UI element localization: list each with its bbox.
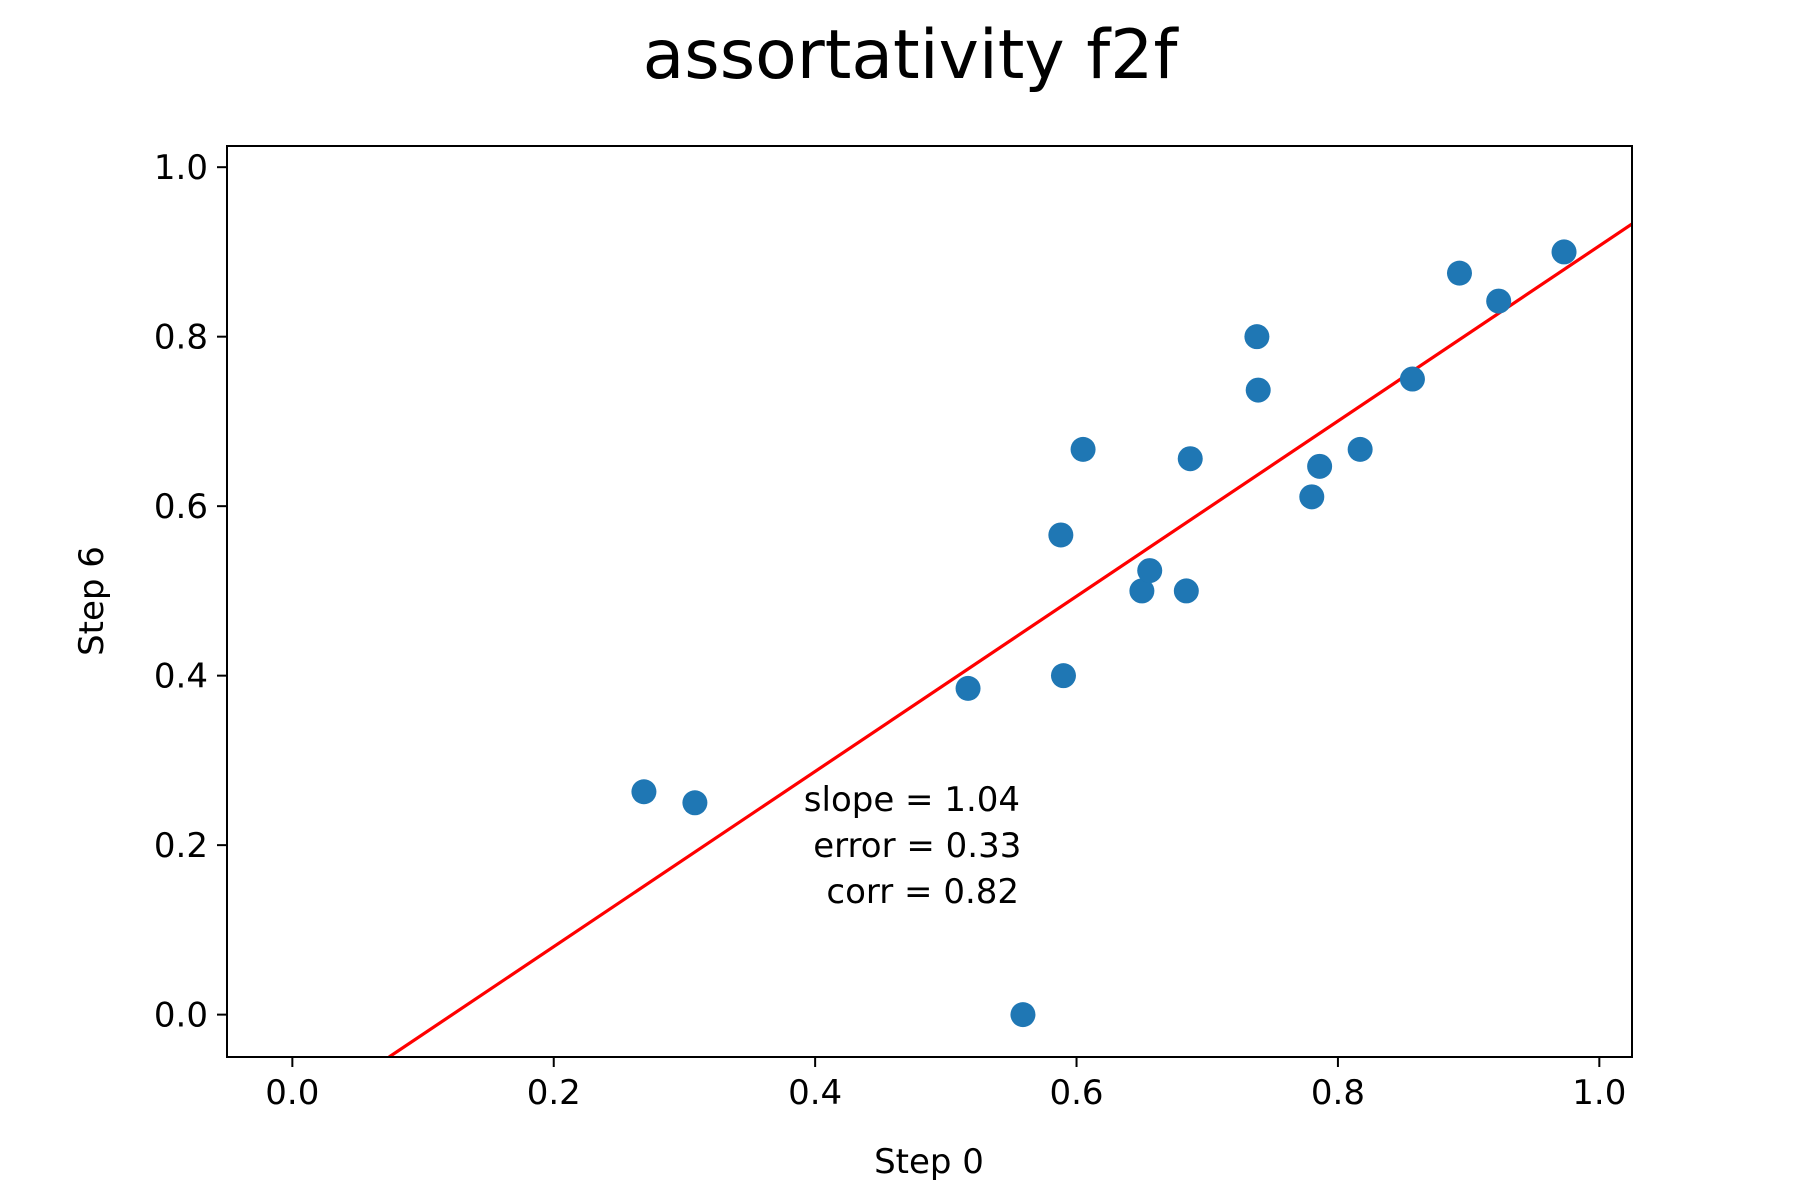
scatter-point <box>1299 484 1325 510</box>
chart-title: assortativity f2f <box>643 16 1180 95</box>
stats-annotation: slope = 1.04 error = 0.33 corr = 0.82 <box>0 0 1097 912</box>
scatter-point <box>1050 663 1076 689</box>
x-axis-ticks: 0.0 0.2 0.4 0.6 0.8 1.0 <box>265 1057 1626 1113</box>
plot-area <box>388 222 1632 1057</box>
scatter-point <box>1347 436 1373 462</box>
y-tick-label: 0.6 <box>154 487 208 527</box>
scatter-point <box>1048 522 1074 548</box>
scatter-point <box>682 790 708 816</box>
y-tick-label: 1.0 <box>154 148 208 188</box>
plot-frame <box>226 145 1633 1058</box>
scatter-point <box>1137 558 1163 584</box>
x-tick-label: 0.2 <box>527 1073 581 1113</box>
scatter-point <box>1245 377 1271 403</box>
scatter-point <box>1177 446 1203 472</box>
y-tick-label: 0.2 <box>154 826 208 866</box>
scatter-point <box>1244 324 1270 350</box>
annotation-corr: corr = 0.82 <box>826 872 1019 912</box>
y-tick-label: 0.4 <box>154 657 208 697</box>
x-tick-label: 1.0 <box>1572 1073 1626 1113</box>
y-tick-label: 0.8 <box>154 318 208 358</box>
annotation-error: error = 0.33 <box>802 826 1021 866</box>
scatter-point <box>1070 436 1096 462</box>
scatter-point <box>955 675 981 701</box>
x-tick-label: 0.8 <box>1311 1073 1365 1113</box>
x-tick-label: 0.6 <box>1049 1073 1103 1113</box>
y-tick-label: 0.0 <box>154 996 208 1036</box>
scatter-point <box>1399 366 1425 392</box>
scatter-point <box>1446 260 1472 286</box>
annotation-slope: slope = 1.04 <box>804 780 1020 820</box>
x-axis-label: Step 0 <box>874 1142 984 1182</box>
scatter-point <box>1173 578 1199 604</box>
scatter-points <box>631 239 1577 1028</box>
y-axis-ticks: 0.0 0.2 0.4 0.6 0.8 1.0 <box>154 148 227 1036</box>
scatter-point <box>631 779 657 805</box>
scatter-point <box>1010 1002 1036 1028</box>
scatter-point <box>1129 578 1155 604</box>
scatter-point <box>1551 239 1577 265</box>
scatter-point <box>1307 453 1333 479</box>
scatter-point <box>1486 288 1512 314</box>
x-tick-label: 0.4 <box>788 1073 842 1113</box>
x-tick-label: 0.0 <box>265 1073 319 1113</box>
y-axis-label: Step 6 <box>72 546 112 656</box>
regression-line <box>388 222 1632 1057</box>
